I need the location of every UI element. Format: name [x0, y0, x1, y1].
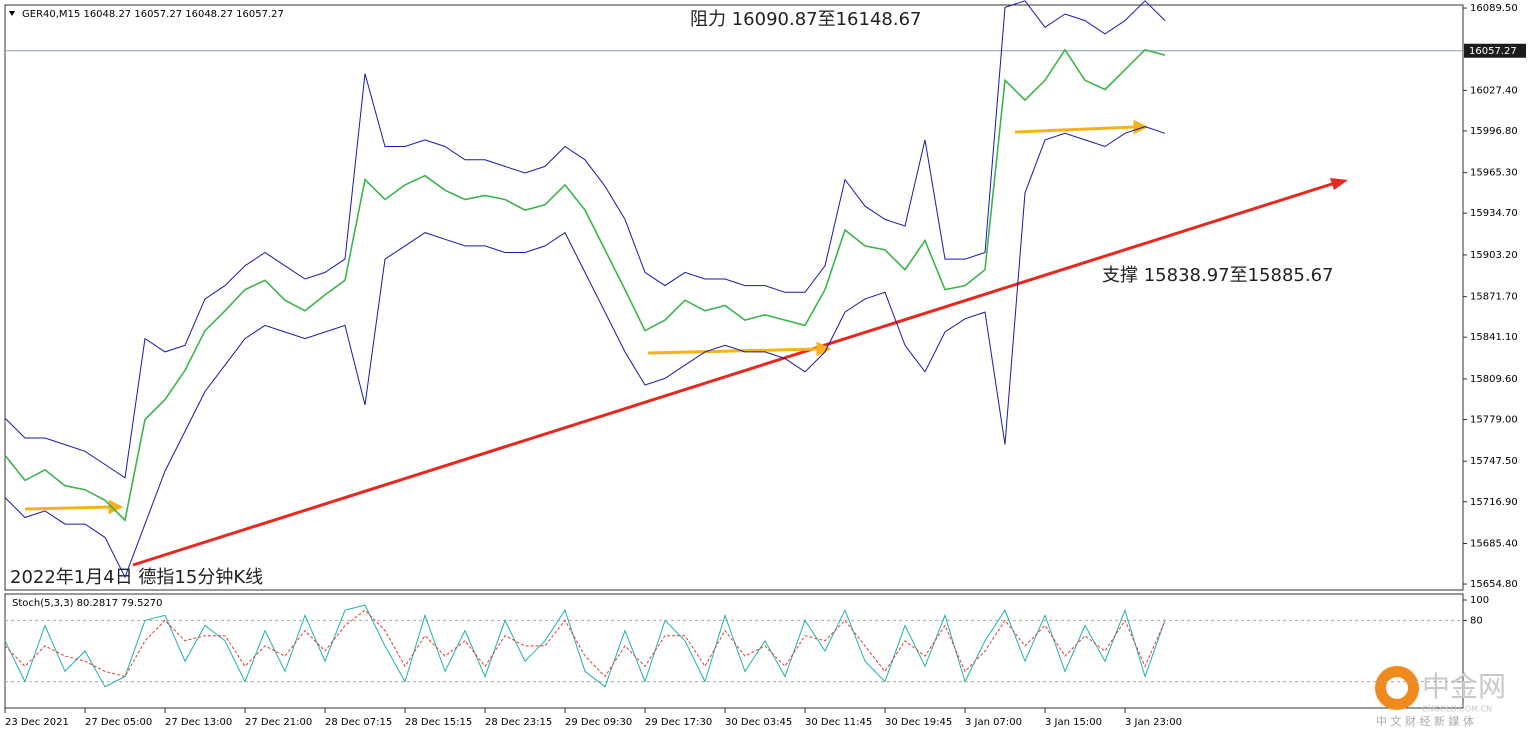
watermark: CNGOLD.COM.CN [1422, 705, 1492, 714]
x-tick-label: 27 Dec 13:00 [165, 717, 232, 728]
stoch-title: Stoch(5,3,3) 80.2817 79.5270 [12, 598, 163, 609]
price-panel [4, 4, 1464, 591]
y-tick-label: 15779.00 [1470, 414, 1518, 425]
x-tick-label: 29 Dec 09:30 [565, 717, 632, 728]
x-tick-label: 28 Dec 15:15 [405, 717, 472, 728]
y-tick-label: 15965.30 [1470, 168, 1518, 179]
annotation: 阻力 16090.87至16148.67 [690, 9, 922, 30]
menu-icon [9, 11, 15, 16]
x-tick-label: 3 Jan 07:00 [965, 717, 1022, 728]
trend-line [132, 181, 1336, 567]
x-tick-label: 28 Dec 07:15 [325, 717, 392, 728]
series-line [4, 0, 1166, 479]
y-tick-label: 100 [1470, 595, 1489, 606]
y-tick-label: 16089.50 [1470, 3, 1518, 14]
x-tick-label: 29 Dec 17:30 [645, 717, 712, 728]
series-line [4, 604, 1166, 688]
y-tick-label: 15685.40 [1470, 538, 1518, 549]
current-price-box [1464, 43, 1526, 58]
y-tick-label: 15871.70 [1470, 292, 1518, 303]
x-tick-label: 30 Dec 11:45 [805, 717, 872, 728]
x-tick-label: 27 Dec 21:00 [245, 717, 312, 728]
series-line [4, 48, 1166, 522]
y-tick-label: 15903.20 [1470, 250, 1518, 261]
watermark: 中金网 [1422, 670, 1506, 703]
x-tick-label: 3 Jan 23:00 [1125, 717, 1182, 728]
x-tick-label: 30 Dec 19:45 [885, 717, 952, 728]
series-line [4, 609, 1166, 678]
x-tick-label: 3 Jan 15:00 [1045, 717, 1102, 728]
y-tick-label: 16027.40 [1470, 85, 1518, 96]
y-tick-label: 80 [1470, 615, 1483, 626]
x-tick-label: 27 Dec 05:00 [85, 717, 152, 728]
x-tick-label: 28 Dec 23:15 [485, 717, 552, 728]
current-price-label: 16057.27 [1469, 46, 1517, 57]
stoch-panel [4, 593, 1464, 709]
chart-header: GER40,M15 16048.27 16057.27 16048.27 160… [22, 9, 284, 20]
y-tick-label: 15716.90 [1470, 497, 1518, 508]
y-tick-label: 15654.80 [1470, 579, 1518, 590]
arrow-head [1330, 178, 1348, 190]
y-tick-label: 15934.70 [1470, 208, 1518, 219]
y-tick-label: 15747.50 [1470, 456, 1518, 467]
watermark: 中 文 财 经 新 媒 体 [1376, 714, 1474, 728]
level-arrows [24, 119, 1149, 515]
y-tick-label: 15996.80 [1470, 126, 1518, 137]
annotation: 支撑 15838.97至15885.67 [1102, 265, 1334, 286]
series-line [4, 126, 1166, 579]
y-tick-label: 15809.60 [1470, 374, 1518, 385]
logo [1386, 677, 1408, 699]
x-tick-label: 23 Dec 2021 [5, 717, 69, 728]
y-tick-label: 15841.10 [1470, 332, 1518, 343]
annotation: 2022年1月4日 德指15分钟K线 [10, 567, 263, 588]
x-tick-label: 30 Dec 03:45 [725, 717, 792, 728]
